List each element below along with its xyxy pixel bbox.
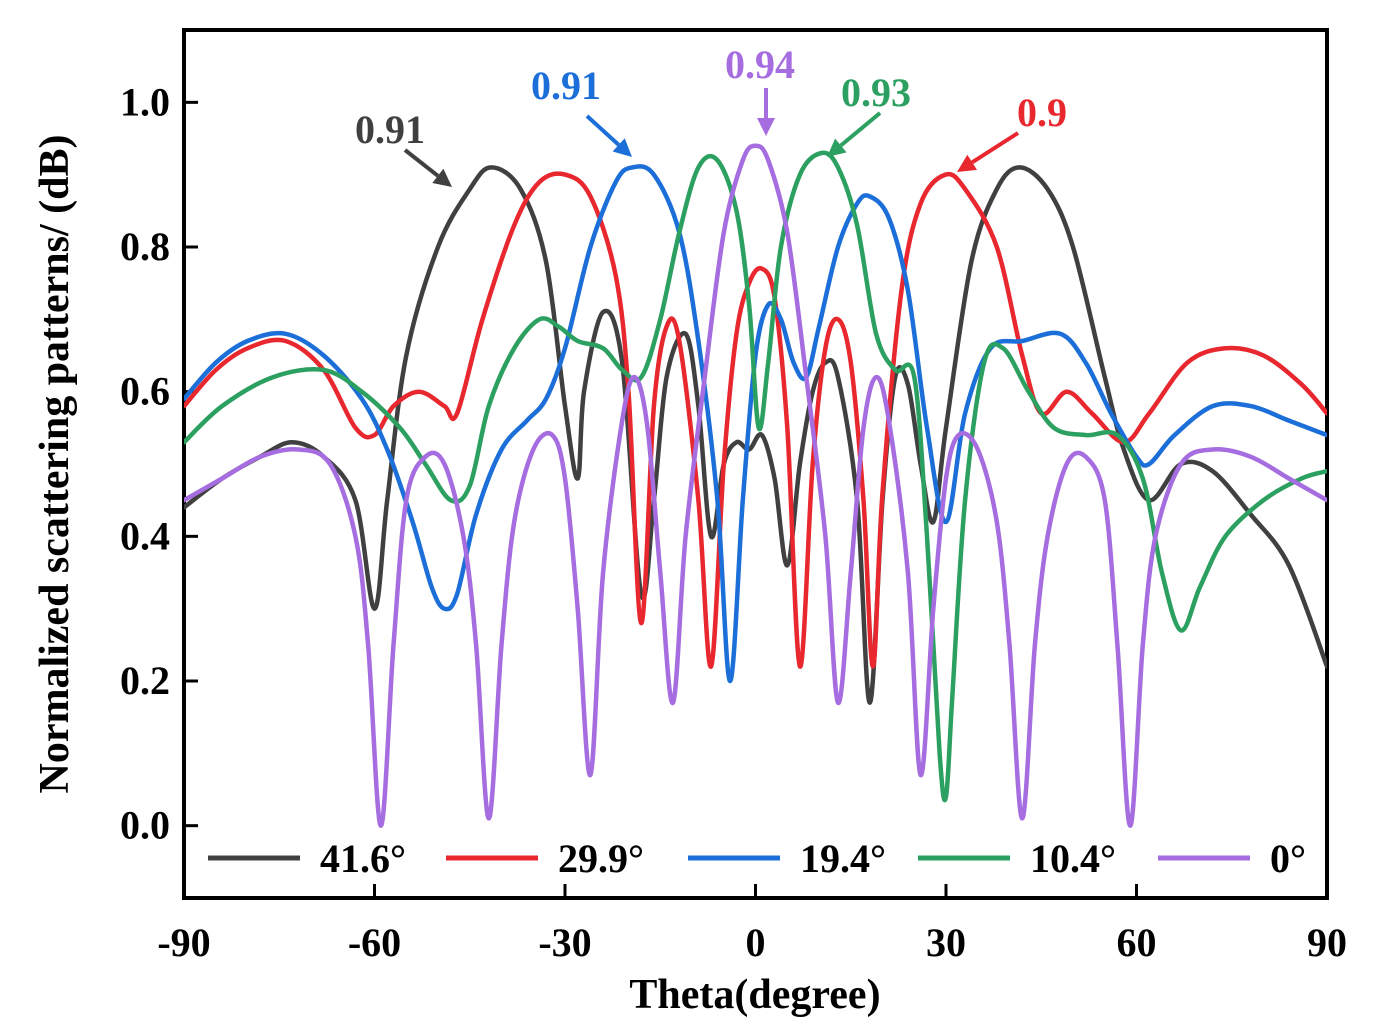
- legend-label: 29.9°: [558, 836, 644, 881]
- y-axis: 0.0 0.2 0.4 0.6 0.8 1.0: [120, 79, 198, 848]
- legend-item-19-4: 19.4°: [688, 836, 886, 881]
- legend-item-0: 0°: [1158, 836, 1306, 881]
- peak-annotation: 0.91: [355, 107, 452, 187]
- peak-annotation: 0.93: [827, 70, 911, 157]
- x-axis-title: Theta(degree): [629, 972, 880, 1018]
- x-tick-label: 0: [746, 920, 766, 965]
- x-tick-label: -90: [157, 920, 210, 965]
- series-layer: [184, 143, 1327, 828]
- peak-label: 0.9: [1017, 90, 1067, 135]
- peak-label: 0.93: [841, 70, 911, 115]
- legend-item-41-6: 41.6°: [208, 836, 406, 881]
- peak-arrow-shaft: [839, 111, 882, 148]
- peak-annotation: 0.94: [725, 42, 795, 136]
- peak-arrow-shaft: [585, 114, 621, 147]
- series-line-19-4: [184, 164, 1327, 684]
- series-line-0: [184, 143, 1327, 828]
- peak-arrow-shaft: [971, 131, 1020, 164]
- x-tick-label: 90: [1307, 920, 1347, 965]
- x-tick-label: -60: [348, 920, 401, 965]
- peak-label: 0.91: [531, 63, 601, 108]
- peak-arrow-head: [432, 168, 452, 187]
- legend-label: 0°: [1270, 836, 1306, 881]
- peak-label: 0.94: [725, 42, 795, 87]
- legend-label: 10.4°: [1030, 836, 1116, 881]
- x-tick-label: 30: [926, 920, 966, 965]
- legend-label: 19.4°: [800, 836, 886, 881]
- peak-arrow-head: [757, 118, 775, 136]
- y-tick-label: 0.0: [120, 803, 170, 848]
- legend: 41.6° 29.9° 19.4° 10.4° 0°: [208, 836, 1306, 881]
- peak-arrow-shaft: [403, 148, 440, 178]
- peak-label: 0.91: [355, 107, 425, 152]
- y-tick-label: 0.6: [120, 369, 170, 414]
- peak-annotation: 0.91: [531, 63, 632, 157]
- y-tick-label: 0.2: [120, 658, 170, 703]
- peak-annotations: 0.91 0.91 0.94 0.93 0.9: [355, 42, 1067, 187]
- peak-arrow-head: [957, 154, 978, 172]
- peak-annotation: 0.9: [957, 90, 1067, 172]
- peak-arrow-head: [612, 138, 632, 157]
- series-line-41-6: [184, 165, 1327, 705]
- series-line-10-4: [184, 150, 1327, 803]
- y-tick-label: 0.4: [120, 513, 170, 558]
- x-axis: -90 -60 -30 0 30 60 90: [157, 884, 1347, 965]
- legend-item-29-9: 29.9°: [446, 836, 644, 881]
- x-tick-label: 60: [1117, 920, 1157, 965]
- y-axis-title: Normalized scattering patterns/ (dB): [32, 134, 78, 793]
- x-tick-label: -30: [538, 920, 591, 965]
- legend-item-10-4: 10.4°: [918, 836, 1116, 881]
- y-tick-label: 0.8: [120, 224, 170, 269]
- y-tick-label: 1.0: [120, 79, 170, 124]
- peak-arrow-head: [827, 138, 847, 157]
- legend-label: 41.6°: [320, 836, 406, 881]
- series-line-29-9: [184, 171, 1327, 669]
- plot-frame: [182, 28, 1329, 900]
